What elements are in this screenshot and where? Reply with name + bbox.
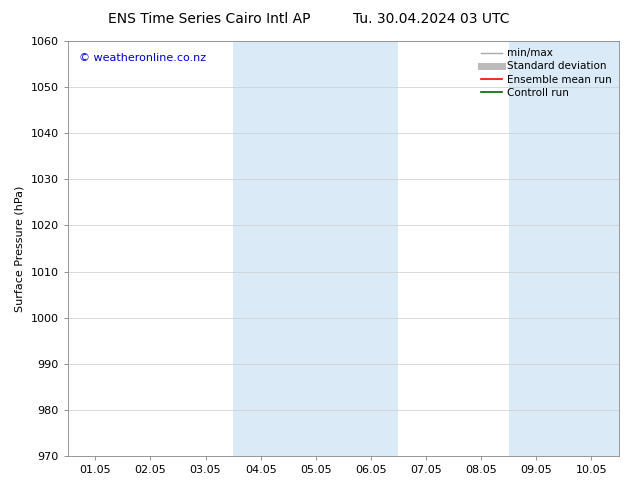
Bar (508, 41, 619, 456)
Text: © weatheronline.co.nz: © weatheronline.co.nz (79, 53, 206, 64)
Y-axis label: Surface Pressure (hPa): Surface Pressure (hPa) (15, 185, 25, 312)
Text: ENS Time Series Cairo Intl AP: ENS Time Series Cairo Intl AP (108, 12, 311, 26)
Legend: min/max, Standard deviation, Ensemble mean run, Controll run: min/max, Standard deviation, Ensemble me… (477, 44, 616, 102)
Text: Tu. 30.04.2024 03 UTC: Tu. 30.04.2024 03 UTC (353, 12, 509, 26)
Bar (233, 41, 399, 456)
